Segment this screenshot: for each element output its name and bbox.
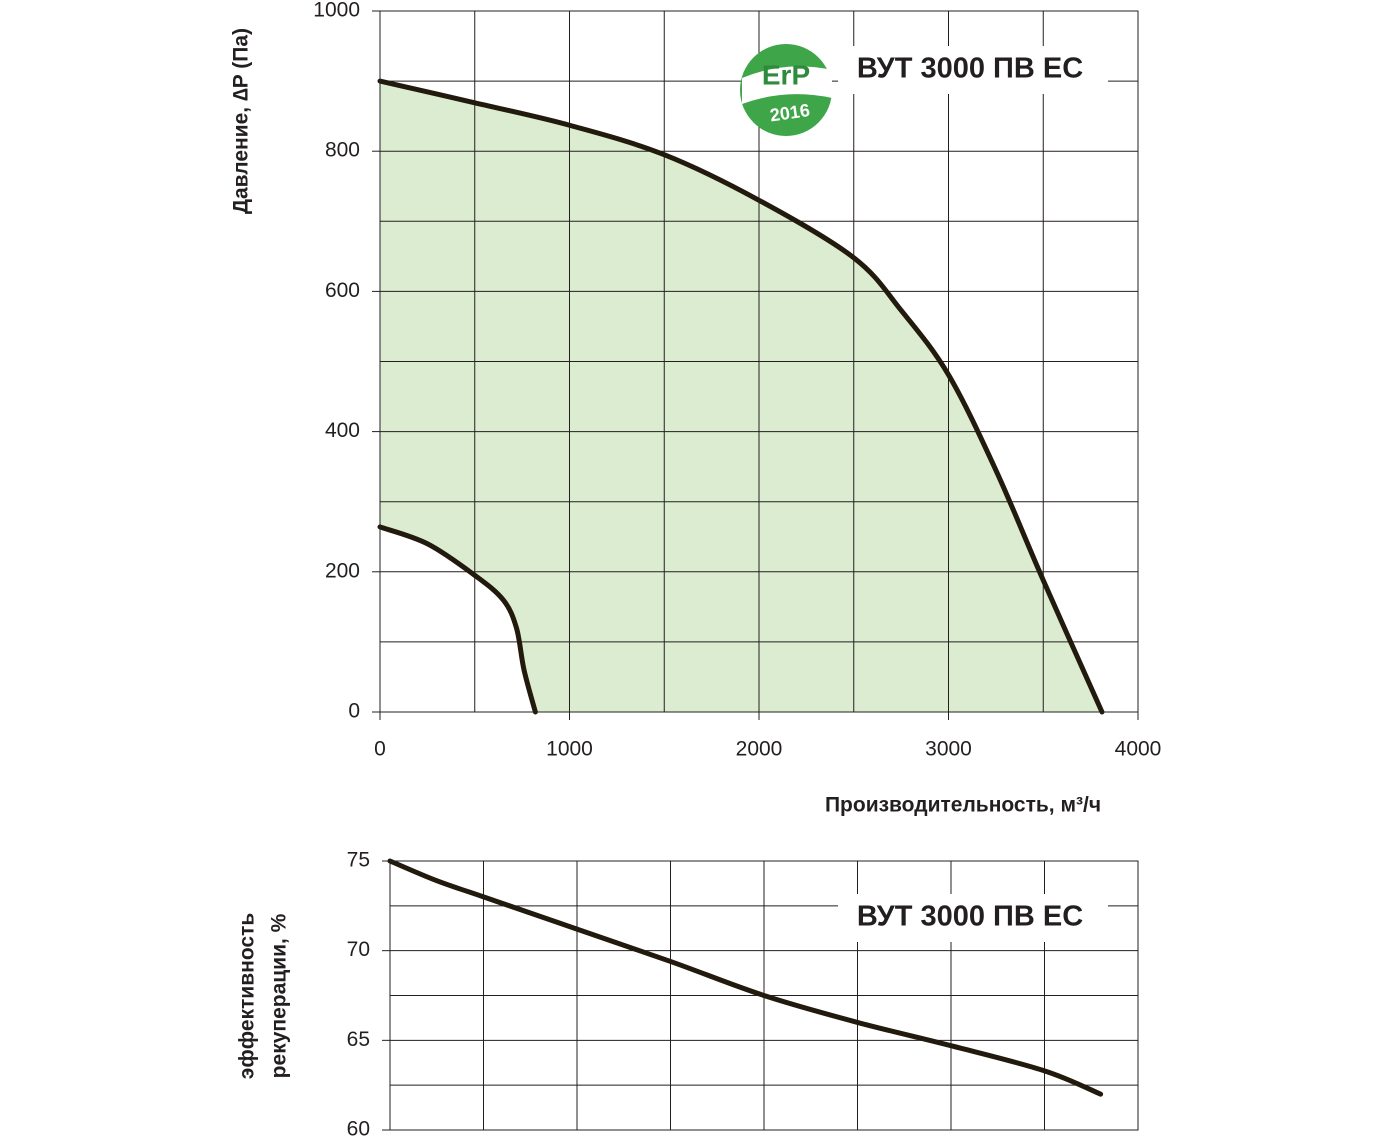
chart-title: ВУТ 3000 ПВ ЕС [857,901,1083,933]
chart-title: ВУТ 3000 ПВ ЕС [857,53,1083,85]
y-axis-label: рекуперации, % [268,913,291,1078]
x-axis-label: Производительность, м³/ч [825,794,1101,817]
y-tick-label: 1000 [313,0,360,22]
logo-band [742,66,832,104]
x-tick-label: 1000 [546,738,593,761]
charts: 0 200 400 600 800 1000 0 1000 2000 3000 4000 ВУТ 30… [230,0,1162,1141]
y-axis-label: Давление, ∆P (Па) [230,28,253,214]
x-tick-label: 4000 [1115,738,1162,761]
logo-text: ErP [762,59,810,90]
curve [377,78,1105,715]
y-tick-label: 65 [347,1028,370,1051]
area-fill [380,81,1102,713]
x-tick-label: 0 [374,738,386,761]
curve [377,524,538,715]
title-backing [838,46,1108,94]
y-tick-label: 75 [347,849,370,872]
title-backing [838,894,1108,942]
plot-border [389,860,1139,1131]
y-tick-label: 60 [347,1118,370,1139]
x-tick-label: 2000 [736,738,783,761]
plot-border [379,10,1139,713]
x-tick-label: 3000 [925,738,972,761]
curve [387,858,1104,1097]
y-tick-label: 600 [325,279,360,302]
y-tick-label: 0 [348,700,360,723]
y-tick-label: 800 [325,139,360,162]
y-tick-label: 70 [347,938,370,961]
y-axis-label: эффективность [236,913,259,1080]
y-tick-label: 400 [325,419,360,442]
y-tick-label: 200 [325,559,360,582]
